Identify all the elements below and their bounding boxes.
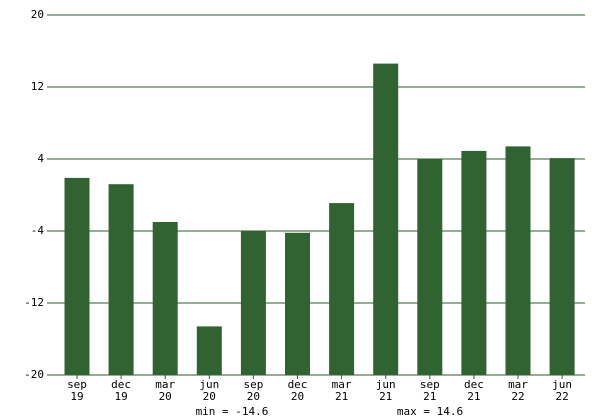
x-tick-label: dec — [111, 378, 131, 391]
bar — [549, 158, 575, 375]
x-tick-label: sep — [420, 378, 440, 391]
bar — [108, 184, 134, 375]
min-annotation: min = -14.6 — [196, 405, 269, 418]
y-tick-label: -20 — [24, 368, 44, 381]
x-tick-label: dec — [288, 378, 308, 391]
bar — [152, 222, 178, 375]
x-tick-label: 20 — [291, 390, 304, 403]
x-tick-label: jun — [376, 378, 396, 391]
bar — [240, 231, 266, 375]
bar — [373, 63, 399, 375]
bar — [461, 150, 487, 375]
y-tick-label: 4 — [37, 152, 44, 165]
x-tick-label: 21 — [423, 390, 436, 403]
x-tick-label: 19 — [70, 390, 83, 403]
max-annotation: max = 14.6 — [397, 405, 463, 418]
x-tick-label: 20 — [247, 390, 260, 403]
bar — [505, 146, 531, 375]
x-tick-label: sep — [67, 378, 87, 391]
x-tick-label: 20 — [203, 390, 216, 403]
x-tick-label: 21 — [379, 390, 392, 403]
x-tick-label: mar — [332, 378, 352, 391]
x-tick-label: 22 — [511, 390, 524, 403]
x-tick-label: 22 — [555, 390, 568, 403]
bar — [329, 203, 355, 375]
y-tick-label: -12 — [24, 296, 44, 309]
x-tick-label: dec — [464, 378, 484, 391]
x-tick-label: sep — [243, 378, 263, 391]
bar — [64, 177, 90, 375]
y-tick-label: -4 — [31, 224, 45, 237]
x-tick-label: jun — [199, 378, 219, 391]
x-tick-label: mar — [155, 378, 175, 391]
bar — [285, 232, 310, 375]
x-tick-label: 21 — [467, 390, 480, 403]
x-tick-label: mar — [508, 378, 528, 391]
x-tick-label: 20 — [159, 390, 172, 403]
y-tick-label: 12 — [31, 80, 44, 93]
x-tick-label: 21 — [335, 390, 348, 403]
bar — [196, 326, 222, 375]
y-tick-label: 20 — [31, 8, 44, 21]
x-tick-label: jun — [552, 378, 572, 391]
x-tick-label: 19 — [114, 390, 127, 403]
bar — [417, 159, 443, 375]
